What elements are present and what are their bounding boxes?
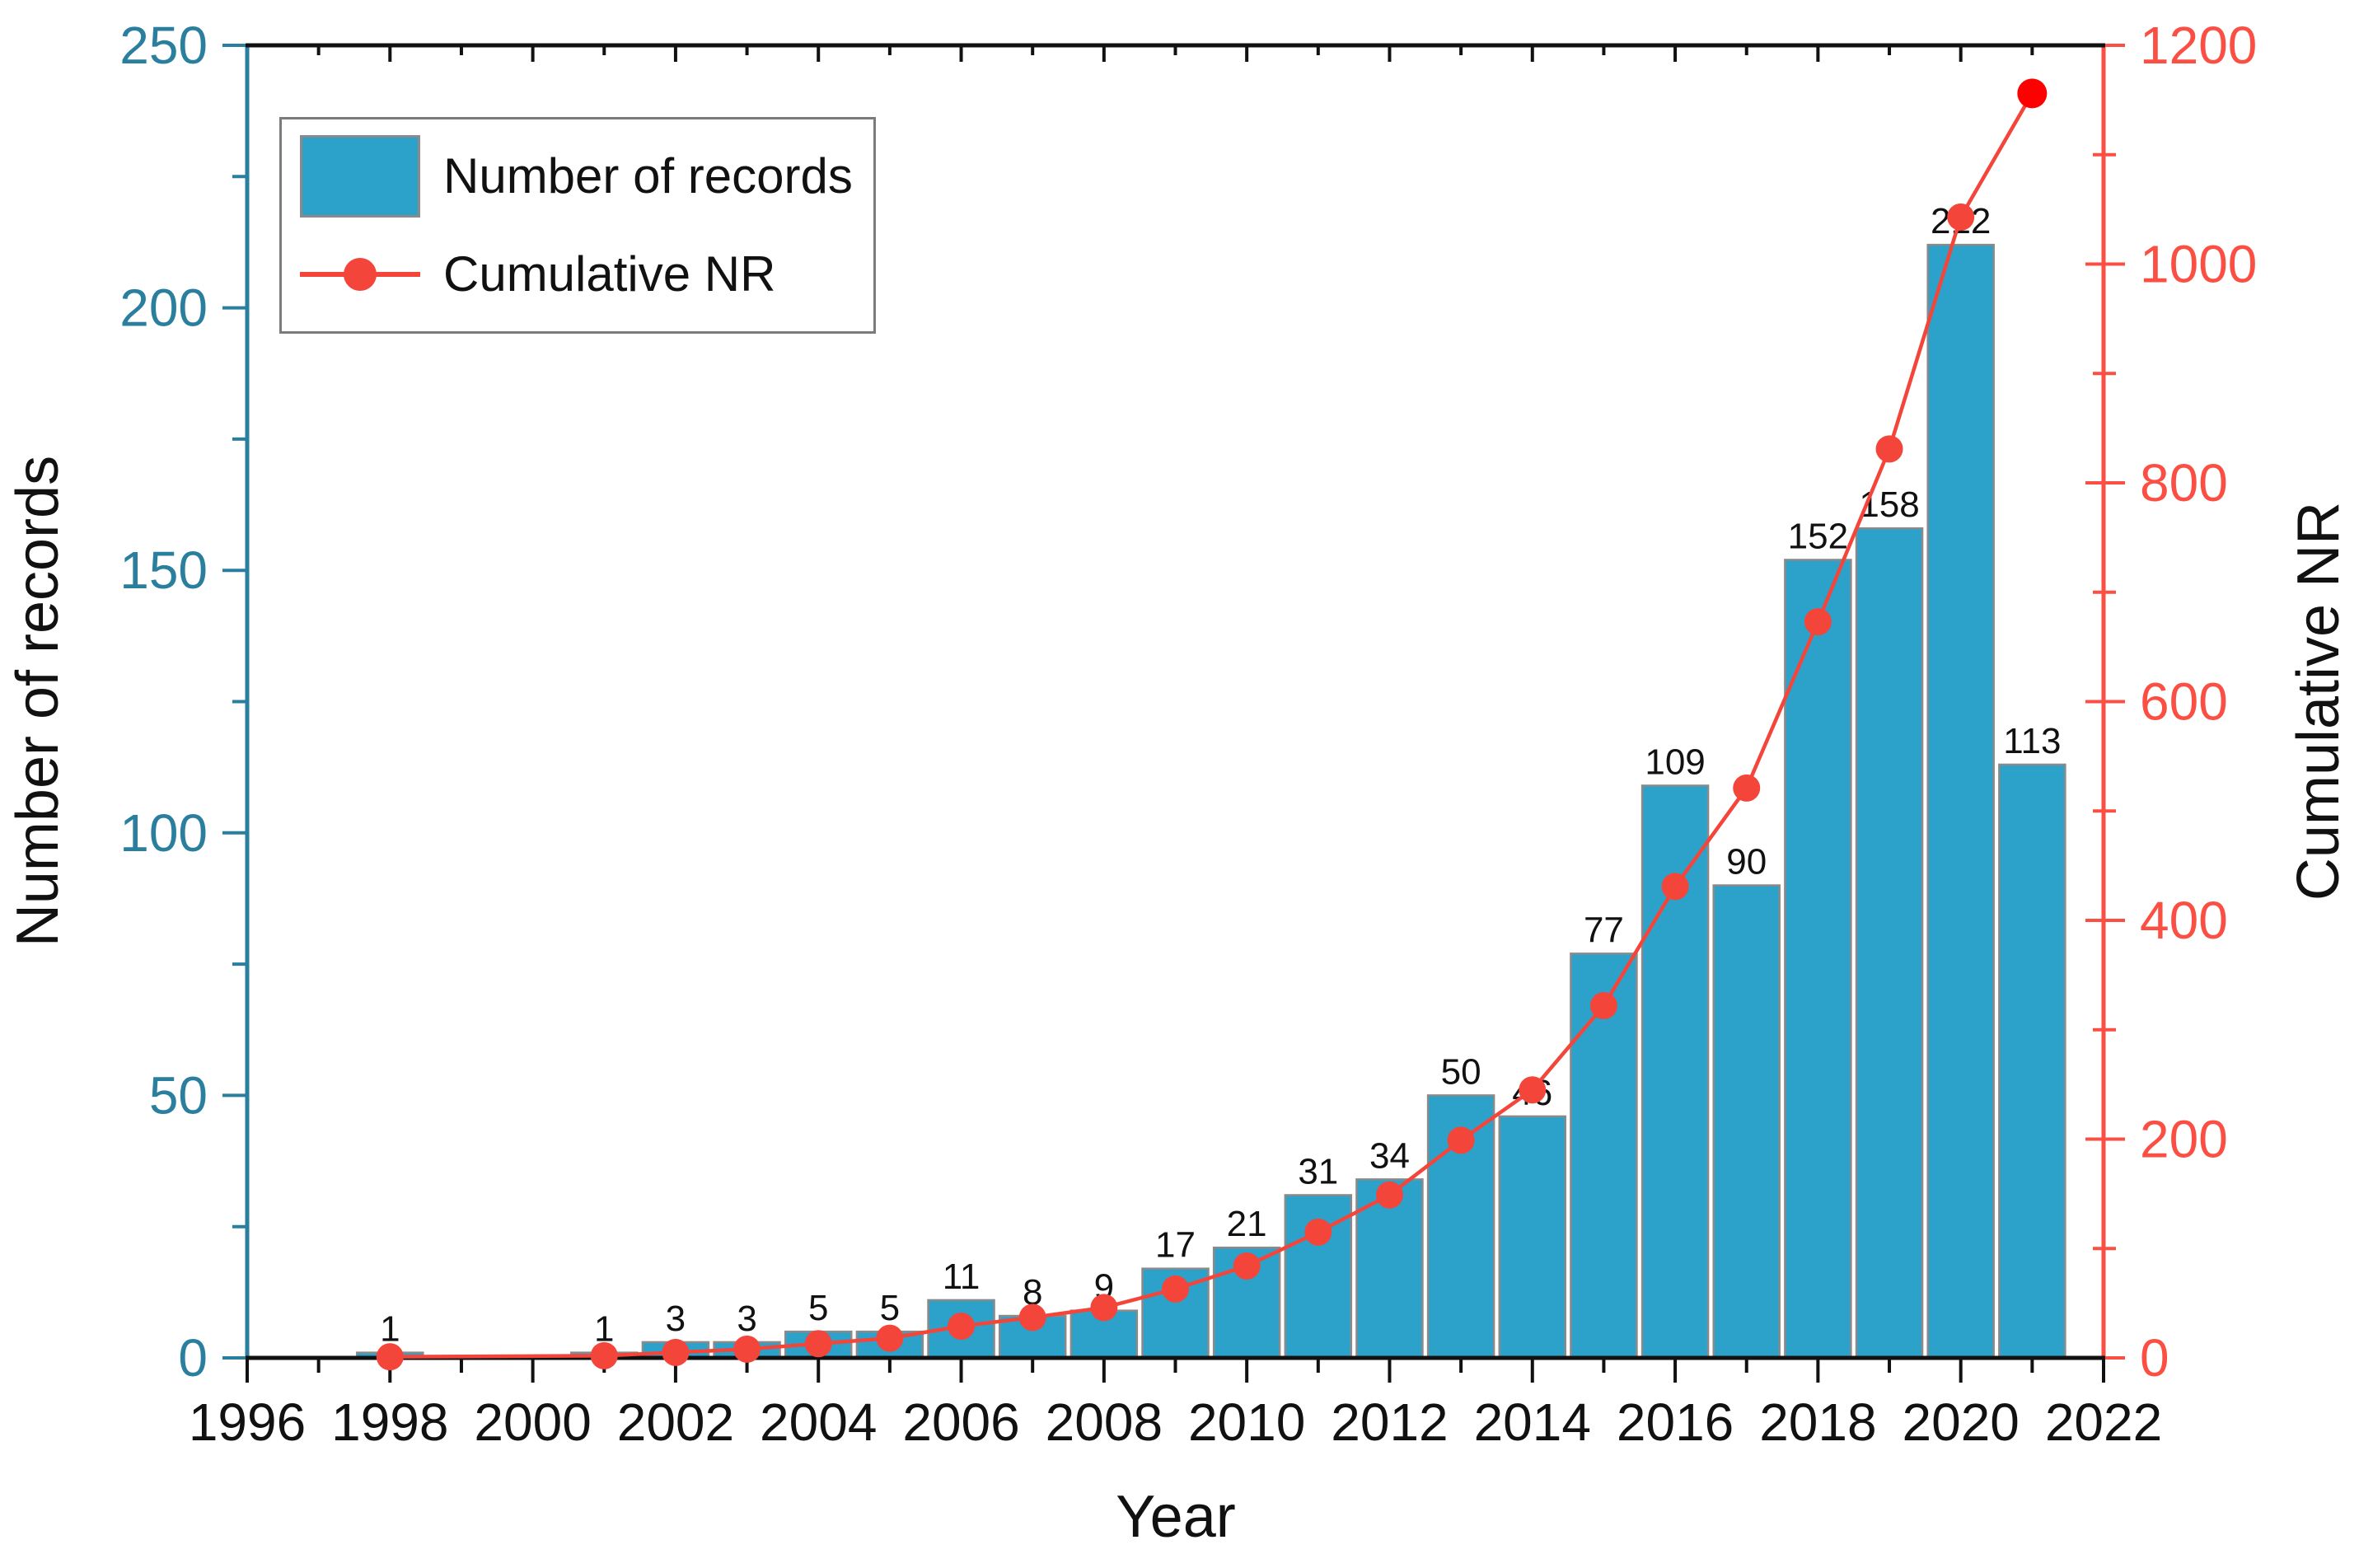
bar-label-2012: 34	[1369, 1135, 1410, 1176]
x-tick-label-2010: 2010	[1188, 1392, 1305, 1452]
bar-label-2015: 77	[1584, 910, 1624, 950]
line-point-2009	[1162, 1275, 1189, 1303]
legend-item-records: Number of records	[300, 135, 855, 218]
x-tick-label-2020: 2020	[1903, 1392, 2020, 1452]
right-tick-label-1200: 1200	[2140, 16, 2257, 75]
bar-label-2013: 50	[1441, 1051, 1481, 1092]
line-point-2020	[1947, 203, 1975, 231]
line-point-2010	[1233, 1252, 1261, 1280]
line-point-2013	[1447, 1126, 1475, 1154]
x-tick-label-2018: 2018	[1759, 1392, 1876, 1452]
bar-series-swatch	[300, 135, 420, 218]
right-tick-label-0: 0	[2140, 1328, 2169, 1388]
line-point-2012	[1375, 1181, 1403, 1209]
bar-2014	[1498, 1115, 1567, 1360]
line-point-2016	[1661, 873, 1689, 901]
x-tick-label-2016: 2016	[1617, 1392, 1734, 1452]
line-series-swatch	[300, 233, 420, 316]
line-point-2003	[733, 1335, 761, 1363]
bar-label-2018: 152	[1788, 516, 1848, 556]
bar-label-2021: 113	[2003, 721, 2061, 761]
line-point-2005	[876, 1324, 904, 1352]
bar-label-1998: 1	[380, 1309, 400, 1350]
bar-2018	[1784, 559, 1852, 1360]
left-tick-label-50: 50	[149, 1065, 208, 1125]
line-point-2007	[1018, 1304, 1046, 1332]
legend: Number of records Cumulative NR	[279, 117, 876, 334]
legend-label-records: Number of records	[443, 148, 853, 204]
bar-label-2010: 21	[1227, 1204, 1267, 1244]
bar-label-2006: 11	[943, 1257, 981, 1297]
right-axis-title: Cumulative NR	[2286, 501, 2352, 901]
x-tick-label-2022: 2022	[2045, 1392, 2162, 1452]
left-tick-label-200: 200	[119, 278, 208, 338]
left-tick-label-100: 100	[119, 803, 208, 863]
bar-label-2016: 109	[1645, 742, 1705, 782]
x-tick-label-1998: 1998	[331, 1392, 448, 1452]
bar-2020	[1926, 243, 1995, 1360]
bar-label-2005: 5	[880, 1288, 900, 1328]
right-tick-label-800: 800	[2140, 453, 2228, 513]
bar-2015	[1570, 953, 1638, 1360]
line-point-2017	[1733, 774, 1761, 802]
bar-label-2002: 3	[666, 1299, 686, 1339]
line-point-2021	[2017, 78, 2048, 109]
right-tick-label-400: 400	[2140, 891, 2228, 950]
right-tick-label-1000: 1000	[2140, 235, 2257, 294]
line-point-2008	[1090, 1294, 1118, 1322]
line-point-2015	[1589, 992, 1617, 1020]
x-axis-title: Year	[1116, 1484, 1236, 1550]
legend-label-cumulative: Cumulative NR	[443, 246, 776, 302]
line-point-2006	[948, 1313, 976, 1341]
line-point-2004	[804, 1330, 832, 1358]
x-tick-label-2008: 2008	[1046, 1392, 1163, 1452]
bar-2016	[1641, 784, 1710, 1360]
line-point-2001	[590, 1341, 618, 1369]
right-tick-label-600: 600	[2140, 672, 2228, 732]
line-point-2019	[1875, 435, 1903, 463]
cumulative-line	[390, 92, 2034, 1359]
left-axis-title: Number of records	[5, 455, 71, 948]
left-tick-label-0: 0	[178, 1328, 208, 1388]
line-swatch-dot-icon	[344, 258, 377, 291]
bar-label-2017: 90	[1726, 842, 1767, 882]
bar-label-2004: 5	[808, 1288, 828, 1328]
bar-label-2019: 158	[1859, 484, 1919, 525]
x-tick-label-2006: 2006	[902, 1392, 1019, 1452]
left-tick-label-150: 150	[119, 541, 208, 600]
x-tick-label-1996: 1996	[189, 1392, 306, 1452]
line-point-2011	[1304, 1218, 1332, 1246]
bar-2012	[1355, 1178, 1424, 1360]
line-point-2002	[662, 1338, 690, 1366]
x-tick-label-2012: 2012	[1331, 1392, 1448, 1452]
line-point-2014	[1519, 1076, 1547, 1104]
right-tick-label-200: 200	[2140, 1110, 2228, 1169]
bar-2021	[1998, 763, 2066, 1360]
x-tick-label-2004: 2004	[760, 1392, 877, 1452]
bar-2017	[1712, 884, 1781, 1360]
bar-label-2003: 3	[737, 1299, 756, 1339]
bar-2019	[1855, 527, 1924, 1360]
line-point-1998	[376, 1343, 404, 1371]
x-tick-label-2000: 2000	[474, 1392, 591, 1452]
legend-item-cumulative: Cumulative NR	[300, 233, 855, 316]
bar-label-2011: 31	[1298, 1151, 1338, 1191]
left-tick-label-250: 250	[119, 16, 208, 75]
x-tick-label-2002: 2002	[617, 1392, 734, 1452]
x-tick-label-2014: 2014	[1474, 1392, 1591, 1452]
bar-label-2009: 17	[1155, 1225, 1196, 1266]
line-point-2018	[1804, 608, 1832, 636]
